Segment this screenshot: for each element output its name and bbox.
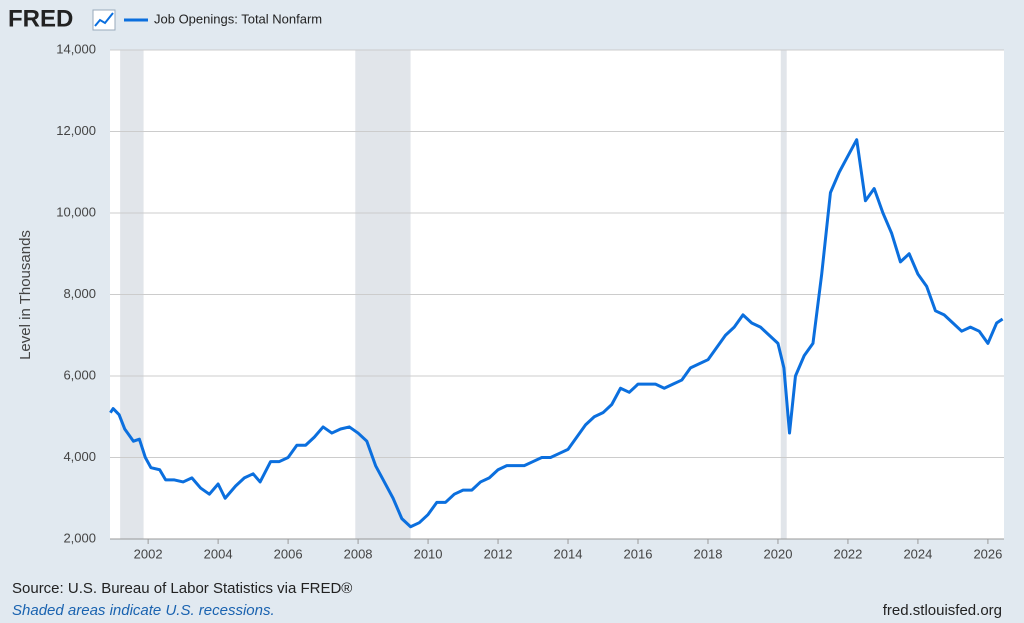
- x-tick-label: 2010: [414, 546, 443, 561]
- x-tick-label: 2006: [274, 546, 303, 561]
- x-tick-label: 2024: [903, 546, 932, 561]
- series-line: [109, 138, 1004, 529]
- legend-label: Job Openings: Total Nonfarm: [154, 11, 322, 26]
- recession-note: Shaded areas indicate U.S. recessions.: [12, 602, 275, 619]
- x-tick-label: 2004: [204, 546, 233, 561]
- y-tick-label: 4,000: [63, 449, 96, 464]
- logo: FRED: [8, 5, 73, 32]
- y-tick-label: 12,000: [56, 123, 96, 138]
- y-axis-label: Level in Thousands: [17, 230, 34, 360]
- y-tick-label: 10,000: [56, 204, 96, 219]
- logo-icon: [92, 9, 116, 31]
- source: Source: U.S. Bureau of Labor Statistics …: [12, 580, 352, 597]
- x-tick-label: 2018: [694, 546, 723, 561]
- y-tick-label: 2,000: [63, 530, 96, 545]
- x-tick-label: 2022: [833, 546, 862, 561]
- url: fred.stlouisfed.org: [883, 602, 1002, 619]
- x-tick-label: 2002: [134, 546, 163, 561]
- x-tick-label: 2026: [973, 546, 1002, 561]
- x-tick-label: 2014: [554, 546, 583, 561]
- x-tick-label: 2016: [624, 546, 653, 561]
- x-tick-label: 2012: [484, 546, 513, 561]
- y-tick-label: 8,000: [63, 286, 96, 301]
- y-tick-label: 14,000: [56, 41, 96, 56]
- x-tick-label: 2008: [344, 546, 373, 561]
- x-tick-label: 2020: [764, 546, 793, 561]
- y-tick-label: 6,000: [63, 367, 96, 382]
